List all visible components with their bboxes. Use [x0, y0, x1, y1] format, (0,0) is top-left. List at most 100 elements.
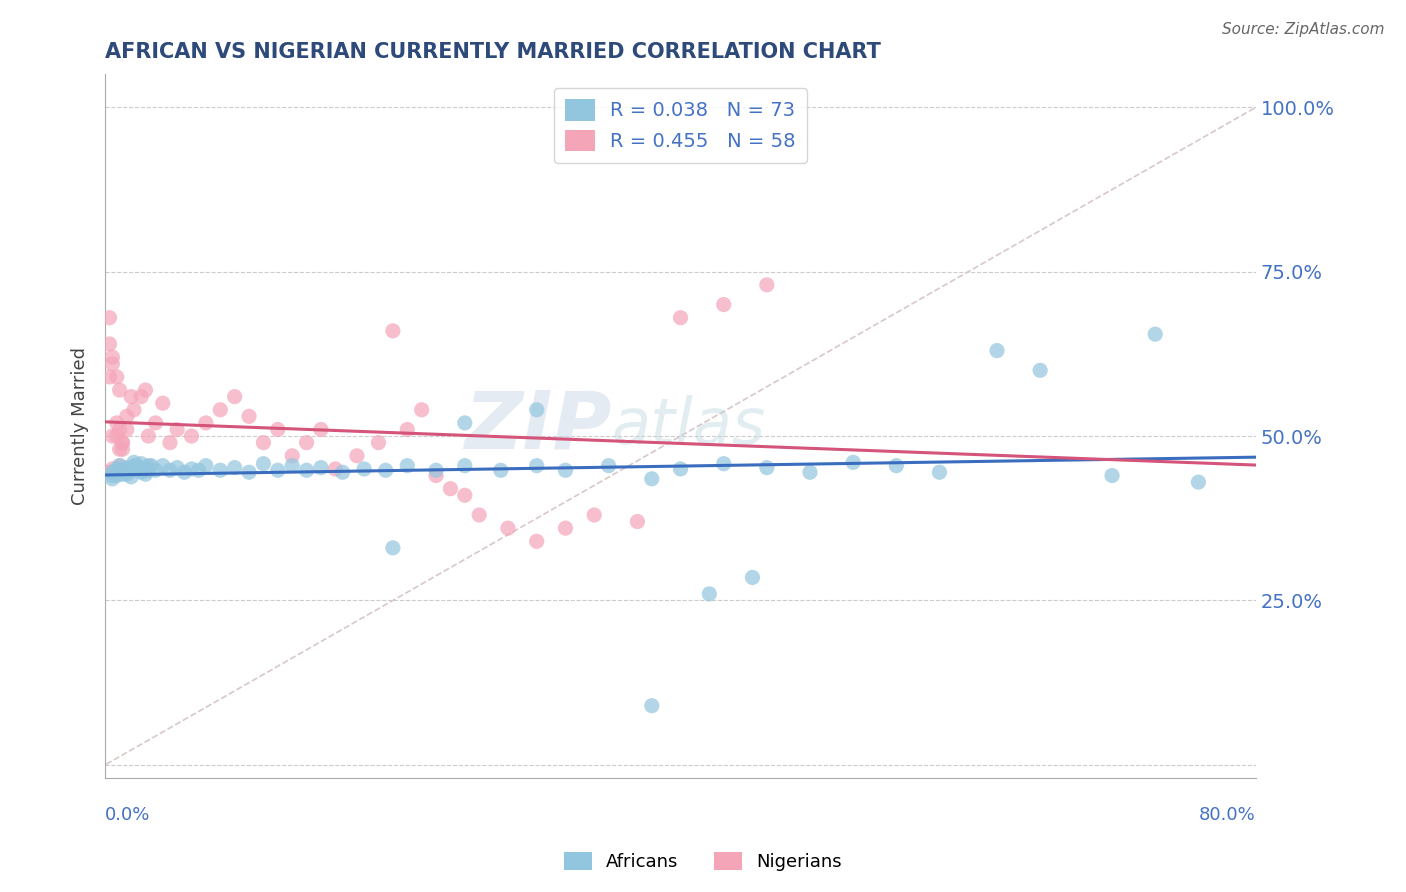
Point [411, 402, 433, 417]
Point [187, 463, 209, 477]
Point [166, 423, 188, 437]
Point [108, 463, 131, 477]
Point [138, 458, 160, 473]
Point [166, 460, 188, 475]
Point [425, 463, 447, 477]
Point [238, 465, 260, 479]
Point [641, 698, 664, 713]
Point [122, 458, 145, 473]
Point [496, 521, 519, 535]
Point [209, 402, 232, 417]
Point [741, 570, 763, 584]
Point [374, 463, 396, 477]
Point [98, 337, 121, 351]
Point [152, 458, 174, 473]
Point [115, 463, 138, 477]
Point [120, 462, 142, 476]
Point [598, 458, 620, 473]
Point [554, 521, 576, 535]
Point [111, 442, 134, 457]
Point [125, 462, 148, 476]
Point [122, 455, 145, 469]
Point [381, 541, 404, 555]
Point [159, 463, 181, 477]
Point [108, 383, 131, 397]
Point [105, 370, 128, 384]
Point [108, 458, 131, 473]
Point [111, 463, 134, 477]
Point [526, 458, 548, 473]
Point [122, 402, 145, 417]
Point [1187, 475, 1209, 489]
Point [755, 460, 778, 475]
Point [626, 515, 648, 529]
Point [1029, 363, 1052, 377]
Point [108, 442, 131, 457]
Point [138, 429, 160, 443]
Point [281, 449, 304, 463]
Point [367, 435, 389, 450]
Point [101, 429, 124, 443]
Point [129, 457, 152, 471]
Point [295, 435, 318, 450]
Point [986, 343, 1008, 358]
Point [669, 462, 692, 476]
Point [101, 357, 124, 371]
Point [526, 402, 548, 417]
Point [173, 465, 195, 479]
Point [180, 429, 202, 443]
Point [108, 423, 131, 437]
Point [111, 467, 134, 482]
Point [101, 468, 124, 483]
Point [641, 472, 664, 486]
Point [381, 324, 404, 338]
Text: atlas: atlas [612, 395, 766, 458]
Point [209, 463, 232, 477]
Point [115, 460, 138, 475]
Point [159, 435, 181, 450]
Text: 80.0%: 80.0% [1199, 806, 1256, 824]
Y-axis label: Currently Married: Currently Married [72, 347, 89, 505]
Point [115, 467, 138, 482]
Point [105, 465, 128, 479]
Point [468, 508, 491, 522]
Point [134, 467, 156, 482]
Point [98, 370, 121, 384]
Point [799, 465, 821, 479]
Point [129, 390, 152, 404]
Point [713, 457, 735, 471]
Point [224, 460, 246, 475]
Point [396, 458, 419, 473]
Point [108, 458, 131, 473]
Point [145, 463, 167, 477]
Point [425, 468, 447, 483]
Point [346, 449, 368, 463]
Point [194, 416, 217, 430]
Point [252, 435, 274, 450]
Text: ZIP: ZIP [464, 387, 612, 466]
Point [267, 423, 290, 437]
Point [454, 458, 477, 473]
Point [101, 465, 124, 479]
Point [325, 462, 347, 476]
Text: 0.0%: 0.0% [105, 806, 150, 824]
Point [281, 458, 304, 473]
Point [309, 423, 332, 437]
Point [238, 409, 260, 424]
Point [120, 470, 142, 484]
Point [1144, 327, 1167, 342]
Legend: Africans, Nigerians: Africans, Nigerians [557, 845, 849, 879]
Point [180, 462, 202, 476]
Point [145, 416, 167, 430]
Point [884, 458, 907, 473]
Legend: R = 0.038   N = 73, R = 0.455   N = 58: R = 0.038 N = 73, R = 0.455 N = 58 [554, 87, 807, 163]
Point [224, 390, 246, 404]
Point [120, 390, 142, 404]
Point [101, 462, 124, 476]
Text: AFRICAN VS NIGERIAN CURRENTLY MARRIED CORRELATION CHART: AFRICAN VS NIGERIAN CURRENTLY MARRIED CO… [105, 42, 882, 62]
Point [439, 482, 461, 496]
Point [332, 465, 354, 479]
Point [134, 462, 156, 476]
Point [115, 409, 138, 424]
Point [842, 455, 865, 469]
